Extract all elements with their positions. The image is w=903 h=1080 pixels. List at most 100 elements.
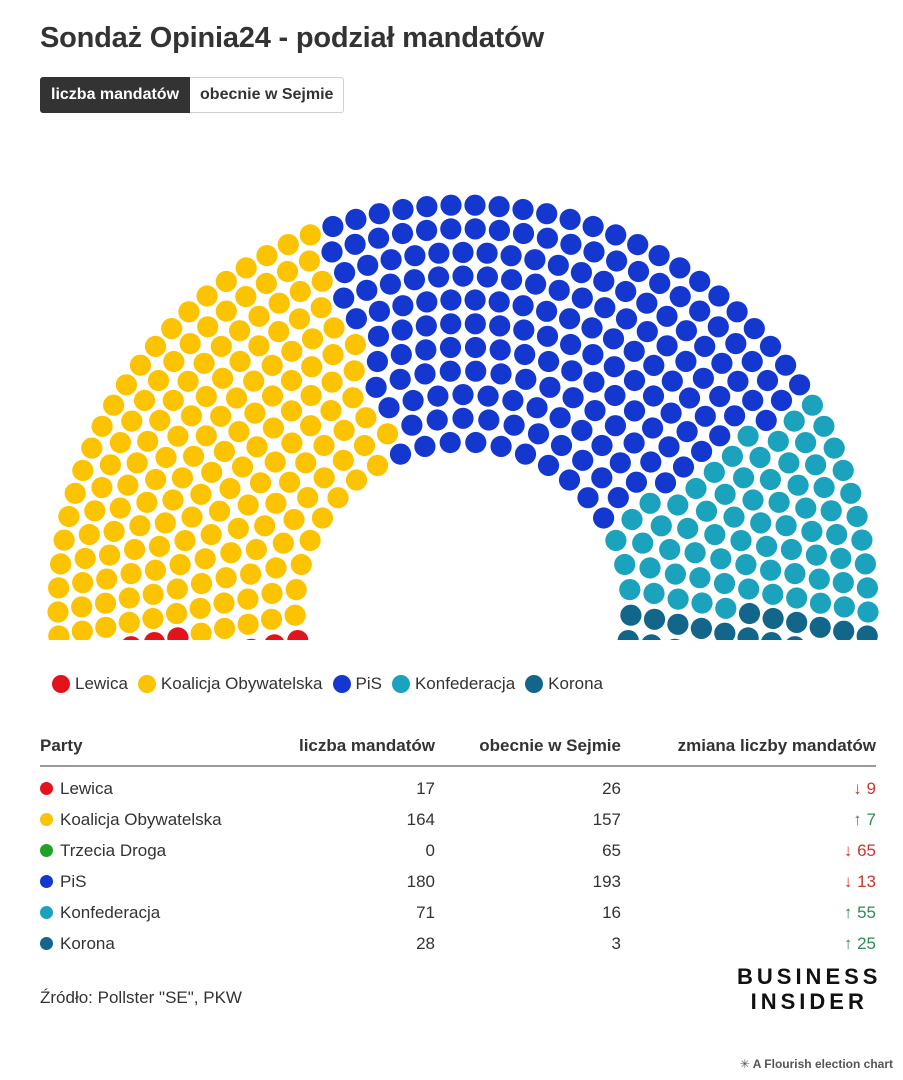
seat-dot[interactable] <box>801 394 824 416</box>
seat-dot[interactable] <box>300 384 322 407</box>
seat-dot[interactable] <box>640 451 662 473</box>
seat-dot[interactable] <box>649 272 671 294</box>
seat-dot[interactable] <box>851 529 873 551</box>
seat-dot[interactable] <box>84 500 106 522</box>
seat-dot[interactable] <box>650 515 672 537</box>
seat-dot[interactable] <box>215 567 237 589</box>
seat-dot[interactable] <box>345 469 368 491</box>
seat-dot[interactable] <box>536 300 558 322</box>
seat-dot[interactable] <box>512 295 534 317</box>
seat-dot[interactable] <box>795 432 817 454</box>
seat-dot[interactable] <box>161 318 183 340</box>
seat-dot[interactable] <box>367 325 390 347</box>
seat-dot[interactable] <box>268 321 290 343</box>
seat-dot[interactable] <box>691 592 713 614</box>
seat-dot[interactable] <box>243 370 265 392</box>
seat-dot[interactable] <box>625 471 648 493</box>
seat-dot[interactable] <box>786 611 808 633</box>
seat-dot[interactable] <box>91 476 113 499</box>
seat-dot[interactable] <box>280 369 303 392</box>
seat-dot[interactable] <box>144 632 165 640</box>
seat-dot[interactable] <box>262 417 284 439</box>
seat-dot[interactable] <box>726 301 748 323</box>
seat-dot[interactable] <box>727 370 749 392</box>
seat-dot[interactable] <box>756 369 779 392</box>
seat-dot[interactable] <box>120 563 142 585</box>
seat-dot[interactable] <box>355 407 377 429</box>
flourish-credit[interactable]: ✳ A Flourish election chart <box>740 1057 893 1071</box>
seat-dot[interactable] <box>391 319 413 341</box>
seat-dot[interactable] <box>118 611 140 633</box>
seat-dot[interactable] <box>357 254 379 276</box>
view-toggle[interactable]: liczba mandatów obecnie w Sejmie <box>40 77 345 113</box>
seat-dot[interactable] <box>261 582 283 604</box>
seat-dot[interactable] <box>642 385 665 407</box>
seat-dot[interactable] <box>344 333 366 356</box>
seat-dot[interactable] <box>342 387 364 409</box>
seat-dot[interactable] <box>661 370 683 392</box>
seat-dot[interactable] <box>604 415 627 437</box>
seat-dot[interactable] <box>603 356 625 378</box>
seat-dot[interactable] <box>284 604 306 626</box>
seat-dot[interactable] <box>229 350 251 372</box>
seat-dot[interactable] <box>169 554 191 576</box>
seat-dot[interactable] <box>627 260 650 283</box>
seat-dot[interactable] <box>281 340 303 362</box>
seat-dot[interactable] <box>762 583 784 605</box>
legend-item[interactable]: Koalicja Obywatelska <box>137 674 323 694</box>
seat-dot[interactable] <box>830 547 852 569</box>
seat-dot[interactable] <box>389 443 412 465</box>
seat-dot[interactable] <box>775 354 797 376</box>
seat-dot[interactable] <box>229 320 251 342</box>
seat-dot[interactable] <box>440 194 462 216</box>
seat-dot[interactable] <box>737 425 759 447</box>
seat-dot[interactable] <box>227 517 249 539</box>
seat-dot[interactable] <box>129 515 151 537</box>
seat-dot[interactable] <box>283 508 305 531</box>
seat-dot[interactable] <box>809 616 831 638</box>
seat-dot[interactable] <box>558 469 581 491</box>
legend-item[interactable]: Korona <box>525 674 603 694</box>
seat-dot[interactable] <box>144 559 166 581</box>
seat-dot[interactable] <box>276 260 299 283</box>
seat-dot[interactable] <box>562 387 584 409</box>
seat-dot[interactable] <box>675 320 698 342</box>
seat-dot[interactable] <box>490 363 512 385</box>
seat-dot[interactable] <box>322 215 344 238</box>
seat-dot[interactable] <box>215 270 237 292</box>
seat-dot[interactable] <box>99 454 121 476</box>
seat-dot[interactable] <box>78 523 100 546</box>
seat-dot[interactable] <box>136 491 158 513</box>
seat-dot[interactable] <box>260 608 283 630</box>
seat-dot[interactable] <box>703 461 725 483</box>
seat-dot[interactable] <box>525 273 547 295</box>
seat-dot[interactable] <box>279 471 301 493</box>
seat-dot[interactable] <box>193 352 215 374</box>
seat-dot[interactable] <box>200 524 222 546</box>
seat-dot[interactable] <box>261 385 284 407</box>
seat-dot[interactable] <box>366 350 388 373</box>
seat-dot[interactable] <box>627 234 649 256</box>
seat-dot[interactable] <box>245 538 267 561</box>
seat-dot[interactable] <box>856 577 879 599</box>
seat-dot[interactable] <box>225 387 248 409</box>
seat-dot[interactable] <box>536 227 559 249</box>
seat-dot[interactable] <box>820 500 842 522</box>
seat-dot[interactable] <box>299 529 321 551</box>
seat-dot[interactable] <box>344 233 366 255</box>
seat-dot[interactable] <box>71 596 93 618</box>
seat-dot[interactable] <box>103 520 125 542</box>
seat-dot[interactable] <box>549 407 571 429</box>
seat-dot[interactable] <box>167 425 189 447</box>
seat-dot[interactable] <box>416 219 438 241</box>
seat-dot[interactable] <box>840 482 862 504</box>
seat-dot[interactable] <box>623 340 645 362</box>
seat-dot[interactable] <box>501 269 523 291</box>
seat-dot[interactable] <box>321 371 343 393</box>
col-seats-header[interactable]: liczba mandatów <box>270 733 435 767</box>
seat-dot[interactable] <box>605 224 627 246</box>
legend-item[interactable]: PiS <box>332 674 382 694</box>
seat-dot[interactable] <box>149 409 171 431</box>
seat-dot[interactable] <box>477 385 499 407</box>
seat-dot[interactable] <box>559 208 581 230</box>
